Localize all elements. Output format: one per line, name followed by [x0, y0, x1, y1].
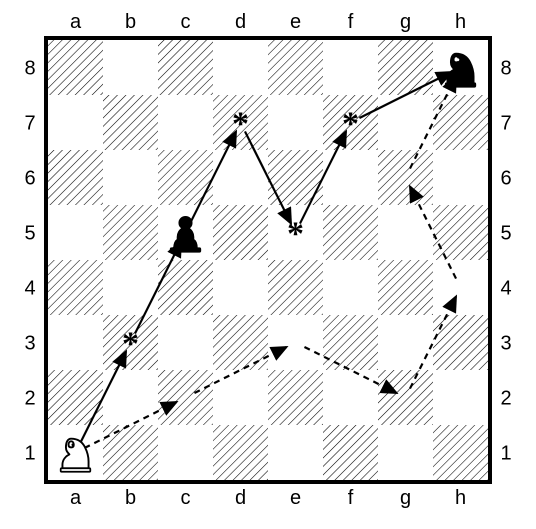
rank-label-left: 2: [24, 388, 35, 410]
rank-label-right: 5: [500, 223, 511, 245]
square: [378, 425, 433, 480]
square: [378, 150, 433, 205]
rank-label-left: 7: [24, 113, 35, 135]
square: [103, 95, 158, 150]
board-svg: a a b b c c d d e e f f g g h h 1 1 2 2 3 3 4 4 5 5 6 6 7 7 8 8 * * * *: [0, 0, 536, 529]
square: [158, 315, 213, 370]
square: [268, 150, 323, 205]
square: [268, 425, 323, 480]
square: [158, 150, 213, 205]
square: [158, 95, 213, 150]
square: [323, 425, 378, 480]
waypoint-marker: *: [232, 105, 249, 142]
file-label-bottom: b: [125, 487, 136, 509]
square: [103, 205, 158, 260]
square: [268, 315, 323, 370]
rank-label-left: 6: [24, 168, 35, 190]
square: [323, 315, 378, 370]
square: [378, 95, 433, 150]
square: [268, 260, 323, 315]
square: [158, 260, 213, 315]
rank-label-left: 1: [24, 443, 35, 465]
square: [158, 370, 213, 425]
square: [48, 315, 103, 370]
square: [268, 40, 323, 95]
file-label-top: c: [181, 11, 191, 33]
square: [378, 370, 433, 425]
square: [433, 150, 488, 205]
square: [433, 370, 488, 425]
rank-label-right: 3: [500, 333, 511, 355]
file-label-bottom: e: [290, 487, 301, 509]
square: [268, 95, 323, 150]
file-label-top: f: [348, 11, 354, 33]
file-label-top: b: [125, 11, 136, 33]
square: [213, 370, 268, 425]
square: [103, 40, 158, 95]
square: [323, 260, 378, 315]
square: [213, 40, 268, 95]
square: [158, 40, 213, 95]
square: [103, 425, 158, 480]
square: [213, 150, 268, 205]
file-label-bottom: a: [70, 487, 82, 509]
file-label-bottom: h: [455, 487, 466, 509]
square: [433, 315, 488, 370]
rank-label-right: 4: [500, 278, 511, 300]
waypoint-marker: *: [122, 325, 139, 362]
rank-label-right: 7: [500, 113, 511, 135]
square: [433, 205, 488, 260]
file-label-top: h: [455, 11, 466, 33]
square: [433, 260, 488, 315]
rank-label-left: 3: [24, 333, 35, 355]
square: [48, 95, 103, 150]
file-label-bottom: c: [181, 487, 191, 509]
board-squares: [48, 40, 488, 480]
square: [213, 425, 268, 480]
chess-diagram: { "board": { "size": 8, "files": ["a","b…: [0, 0, 536, 529]
square: [323, 40, 378, 95]
square: [213, 260, 268, 315]
square: [48, 370, 103, 425]
square: [213, 315, 268, 370]
square: [433, 95, 488, 150]
square: [48, 205, 103, 260]
file-label-top: a: [70, 11, 82, 33]
file-label-top: g: [400, 11, 411, 33]
rank-label-right: 2: [500, 388, 511, 410]
rank-label-left: 4: [24, 278, 35, 300]
rank-label-right: 1: [500, 443, 511, 465]
file-label-bottom: d: [235, 487, 246, 509]
waypoint-marker: *: [287, 215, 304, 252]
square: [268, 370, 323, 425]
square: [378, 260, 433, 315]
file-label-bottom: f: [348, 487, 354, 509]
file-label-top: e: [290, 11, 301, 33]
rank-label-right: 8: [500, 58, 511, 80]
square: [103, 260, 158, 315]
square: [48, 150, 103, 205]
rank-label-right: 6: [500, 168, 511, 190]
square: [323, 370, 378, 425]
square: [48, 260, 103, 315]
square: [213, 205, 268, 260]
square: [378, 315, 433, 370]
square: [378, 205, 433, 260]
square: [323, 205, 378, 260]
rank-label-left: 5: [24, 223, 35, 245]
file-label-top: d: [235, 11, 246, 33]
square: [323, 150, 378, 205]
square: [103, 150, 158, 205]
square: [158, 425, 213, 480]
square: [103, 370, 158, 425]
waypoint-marker: *: [342, 105, 359, 142]
rank-label-left: 8: [24, 58, 35, 80]
square: [433, 425, 488, 480]
square: [378, 40, 433, 95]
square: [48, 40, 103, 95]
file-label-bottom: g: [400, 487, 411, 509]
